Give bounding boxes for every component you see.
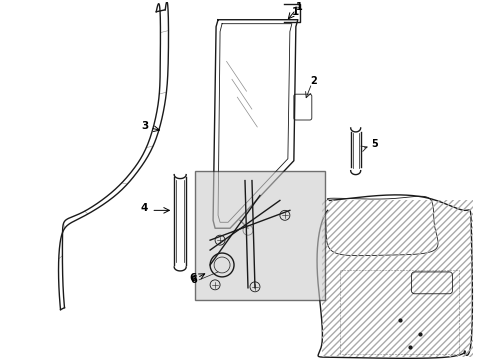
Text: 6: 6	[188, 273, 196, 283]
Text: 4: 4	[141, 203, 148, 213]
Text: 1: 1	[292, 7, 299, 17]
Text: 3: 3	[141, 121, 148, 131]
Bar	[321, 201, 472, 357]
Text: 2: 2	[309, 76, 316, 86]
Text: 6: 6	[190, 275, 197, 285]
Text: 1: 1	[295, 2, 302, 12]
Text: 5: 5	[371, 139, 378, 149]
Bar	[195, 171, 324, 300]
